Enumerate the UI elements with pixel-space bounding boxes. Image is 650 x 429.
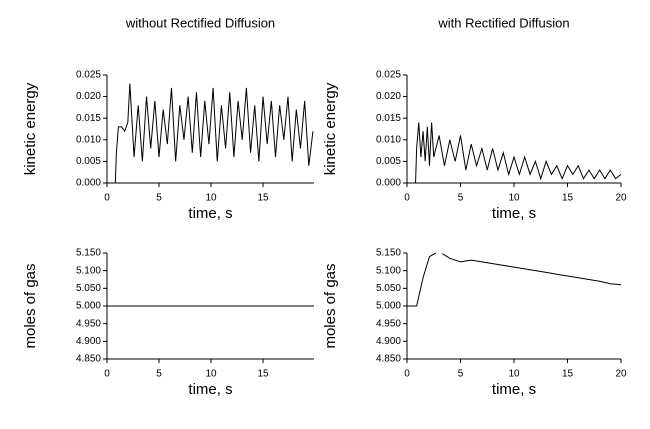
x-axis-label: time, s <box>492 205 536 222</box>
data-line <box>442 253 622 286</box>
y-tick-label: 0.000 <box>76 178 101 189</box>
x-tick-label: 15 <box>562 193 574 204</box>
y-tick-label: 0.005 <box>76 156 101 167</box>
x-tick-label: 5 <box>156 193 162 204</box>
x-axis-label: time, s <box>188 381 232 398</box>
y-tick-label: 4.950 <box>376 318 401 329</box>
data-line <box>407 122 622 184</box>
plot-area <box>407 122 622 184</box>
subplot-title: with Rectified Diffusion <box>437 15 569 30</box>
y-tick-label: 0.015 <box>76 113 101 124</box>
x-axis-label: time, s <box>492 381 536 398</box>
x-tick-label: 10 <box>508 369 520 380</box>
x-tick-label: 10 <box>508 193 520 204</box>
x-tick-label: 20 <box>615 369 627 380</box>
x-tick-label: 20 <box>615 193 627 204</box>
x-tick-label: 15 <box>257 193 269 204</box>
subplot: 4.850 4.900 4.950 5.000 5.050 5.100 5.150 0 5 10 1… <box>322 248 627 398</box>
y-axis-label: kinetic energy <box>322 82 339 175</box>
y-tick-label: 0.025 <box>376 70 401 81</box>
subplot: without Rectified Diffusion 0.000 0.005 0.0… <box>22 15 314 222</box>
x-tick-label: 15 <box>562 369 574 380</box>
y-tick-label: 4.850 <box>376 354 401 365</box>
y-tick-label: 0.010 <box>76 134 101 145</box>
y-tick-label: 5.150 <box>76 248 101 259</box>
y-tick-label: 5.100 <box>376 265 401 276</box>
y-tick-label: 5.000 <box>76 301 101 312</box>
y-tick-label: 0.020 <box>376 91 401 102</box>
y-axis-label: moles of gas <box>22 263 39 348</box>
subplot: with Rectified Diffusion 0.000 0.005 0.010 0… <box>322 15 627 222</box>
data-line <box>107 83 314 184</box>
y-tick-label: 4.950 <box>76 318 101 329</box>
y-tick-label: 0.025 <box>76 70 101 81</box>
y-tick-label: 4.900 <box>376 336 401 347</box>
subplot-title: without Rectified Diffusion <box>125 15 275 30</box>
x-tick-label: 0 <box>404 193 410 204</box>
y-tick-label: 0.010 <box>376 134 401 145</box>
x-tick-label: 10 <box>205 369 217 380</box>
x-tick-label: 5 <box>156 369 162 380</box>
y-tick-label: 5.000 <box>376 301 401 312</box>
y-tick-label: 4.850 <box>76 354 101 365</box>
x-tick-label: 15 <box>257 369 269 380</box>
x-tick-label: 5 <box>458 193 464 204</box>
y-tick-label: 0.000 <box>376 178 401 189</box>
plot-area <box>107 83 314 184</box>
y-axis-label: moles of gas <box>322 263 339 348</box>
y-tick-label: 0.015 <box>376 113 401 124</box>
y-tick-label: 5.050 <box>376 283 401 294</box>
y-tick-label: 4.900 <box>76 336 101 347</box>
y-tick-label: 0.020 <box>76 91 101 102</box>
y-axis-label: kinetic energy <box>22 82 39 175</box>
x-tick-label: 0 <box>404 369 410 380</box>
y-tick-label: 5.100 <box>76 265 101 276</box>
plot-area <box>407 252 622 307</box>
y-tick-label: 5.150 <box>376 248 401 259</box>
x-tick-label: 0 <box>104 369 110 380</box>
x-tick-label: 10 <box>205 193 217 204</box>
x-axis-label: time, s <box>188 205 232 222</box>
subplot: 4.850 4.900 4.950 5.000 5.050 5.100 5.150 0 5 10 1… <box>22 248 314 398</box>
y-tick-label: 5.050 <box>76 283 101 294</box>
x-tick-label: 5 <box>458 369 464 380</box>
data-line <box>407 252 437 307</box>
x-tick-label: 0 <box>104 193 110 204</box>
y-tick-label: 0.005 <box>376 156 401 167</box>
